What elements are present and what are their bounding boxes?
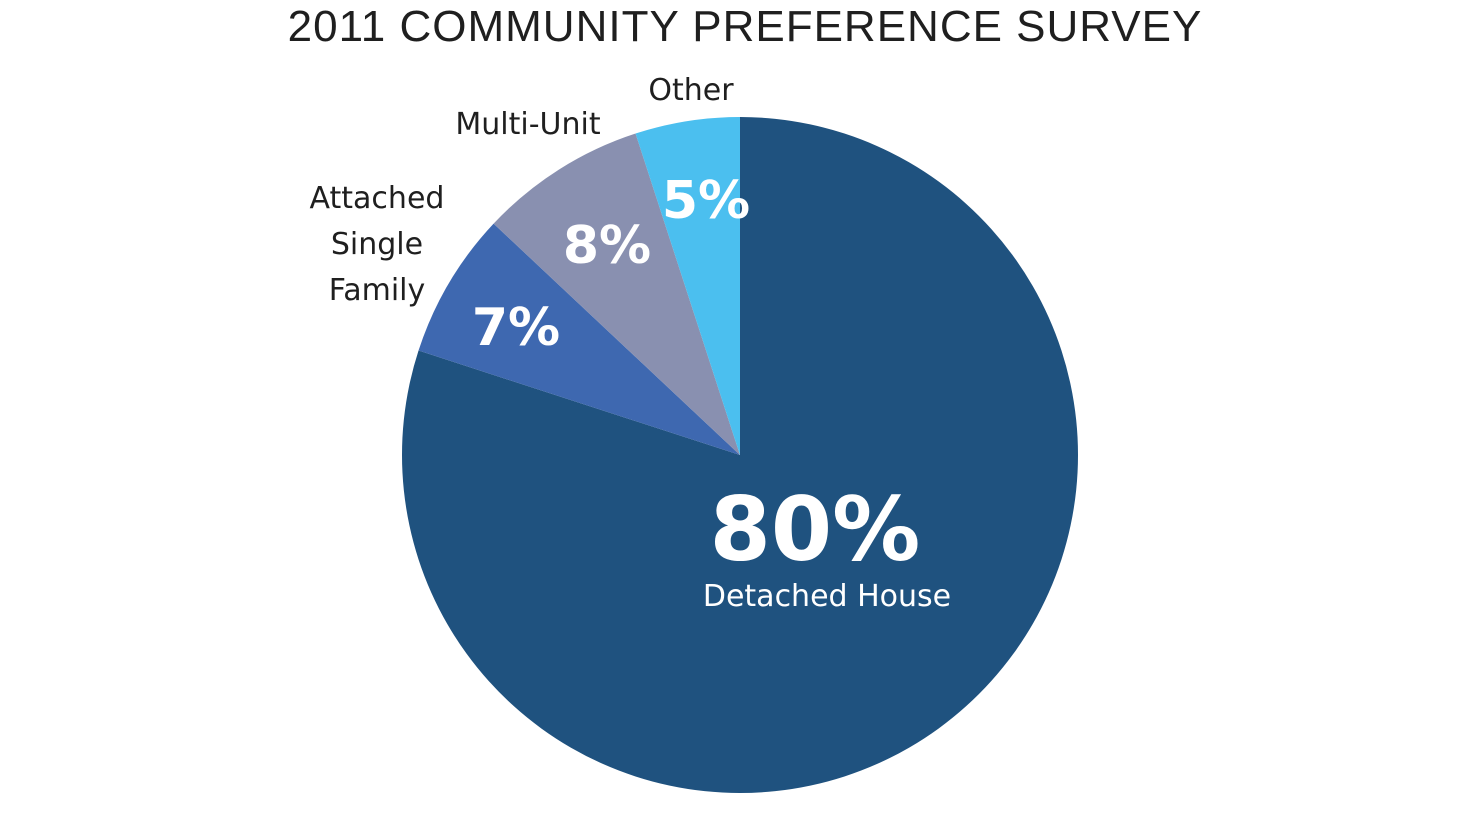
category-label-line: Family [329, 273, 426, 308]
pie-slice-multi-unit [493, 133, 740, 455]
category-label-other: Other [648, 73, 734, 108]
pct-label-other: 5% [662, 171, 750, 231]
pie-labels: 80%Detached House 7% Attached Single Family 8… [310, 73, 952, 614]
category-label-multi-unit: Multi-Unit [455, 107, 600, 142]
pie-slice-other [635, 117, 740, 455]
category-label-detached-house: Detached House [703, 579, 951, 614]
pct-label-attached-single-family: 7% [472, 298, 560, 358]
pct-label-multi-unit: 8% [563, 216, 651, 276]
pie-slices [402, 117, 1078, 793]
category-label-line: Attached [310, 181, 445, 216]
pie-slice-detached-house [402, 117, 1078, 793]
pie-slice-attached-single-family [418, 223, 740, 455]
category-label-line: Single [331, 227, 423, 262]
pct-label-detached-house: 80% [710, 478, 921, 581]
category-label-attached-single-family: Attached Single Family [310, 181, 445, 308]
chart-title: 2011 COMMUNITY PREFERENCE SURVEY [287, 2, 1203, 51]
